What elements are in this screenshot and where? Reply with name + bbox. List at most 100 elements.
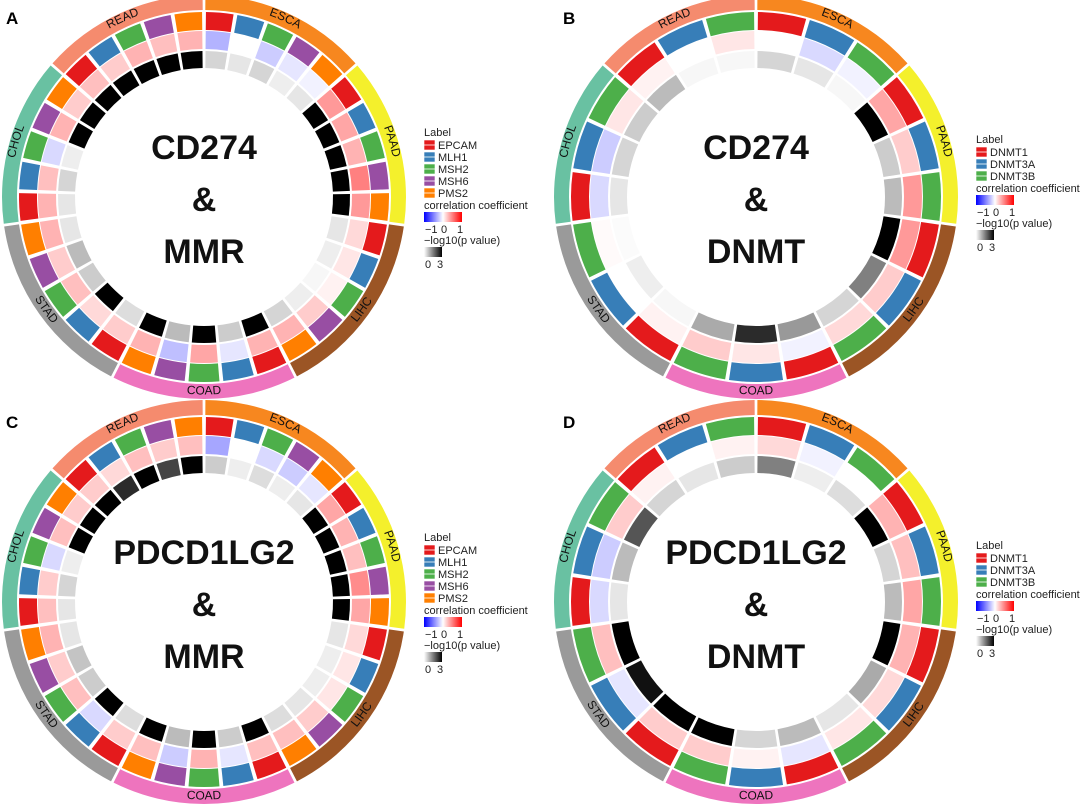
pvalue-cell [734, 729, 778, 749]
corr-cell [591, 219, 623, 270]
legend-gene: MSH2 [438, 569, 469, 581]
corr-cell [902, 579, 922, 624]
pvalue-cell [58, 574, 78, 597]
gene-cell [573, 221, 606, 278]
corr-cell [757, 31, 802, 55]
gene-cell [46, 77, 77, 109]
pvalue-cell [716, 51, 755, 73]
corr-cell [757, 436, 802, 460]
pvalue-cell [331, 193, 350, 216]
corr-cell [710, 31, 755, 55]
pvalue-cell [883, 582, 902, 621]
pvalue-cell [94, 489, 122, 517]
cancer-band [842, 629, 956, 782]
pvalue-cell [115, 299, 145, 327]
corr-tick: −1 [425, 224, 438, 236]
corr-cell [79, 69, 110, 99]
corr-cell [79, 700, 112, 732]
gene-cell [362, 626, 387, 661]
corr-cell [278, 458, 308, 487]
gene-cell [728, 362, 784, 382]
center-title-line: PDCD1LG2 [113, 534, 294, 572]
sector-stad: STAD [556, 216, 697, 377]
gene-cell [875, 677, 921, 731]
gene-cell [591, 677, 637, 731]
center-title-line: CD274 [703, 129, 809, 167]
legend-p-title: −log10(p value) [424, 235, 500, 247]
pvalue-cell [66, 645, 92, 674]
pvalue-cell [691, 717, 735, 746]
gene-cell [757, 12, 807, 37]
gene-cell [114, 23, 147, 51]
corr-cell [862, 669, 904, 718]
gene-cell [331, 482, 362, 514]
pvalue-cell [716, 456, 755, 478]
pvalue-cell [653, 288, 697, 327]
gene-cell [673, 751, 729, 785]
center-title-line: MMR [163, 233, 244, 271]
gene-cell [65, 712, 100, 747]
pvalue-cell [302, 262, 330, 292]
pvalue-cell [691, 312, 735, 341]
p-colorbar [424, 652, 442, 662]
gene-cell [349, 658, 379, 693]
gene-cell [221, 357, 254, 381]
legend-gene: MLH1 [438, 152, 467, 164]
pvalue-cell [61, 145, 84, 170]
gene-cell [287, 441, 320, 472]
gene-cell [287, 36, 320, 67]
pvalue-cell [268, 70, 296, 97]
corr-tick: −1 [977, 613, 990, 625]
pvalue-cell [883, 177, 902, 216]
corr-cell [41, 543, 66, 571]
corr-cell [862, 264, 904, 313]
corr-cell [50, 112, 77, 142]
corr-tick: −1 [977, 207, 990, 219]
corr-cell [799, 38, 845, 72]
corr-cell [332, 246, 361, 279]
gene-cell [205, 12, 234, 33]
corr-cell [316, 494, 346, 525]
corr-colorbar [424, 617, 462, 627]
legend-gene: PMS2 [438, 593, 468, 605]
corr-cell [902, 174, 922, 219]
gene-cell [308, 712, 343, 747]
gene-cell [32, 507, 61, 540]
gene-cell [705, 12, 755, 37]
pvalue-cell [78, 262, 106, 292]
pvalue-cell [68, 122, 93, 149]
legend-label-title: Label [424, 127, 451, 139]
gene-cell [281, 734, 317, 766]
pvalue-cell [757, 51, 796, 73]
gene-cell [91, 734, 127, 766]
cancer-label: COAD [738, 788, 773, 803]
gene-cell [591, 272, 637, 326]
pvalue-cell [653, 693, 697, 732]
corr-cell [149, 33, 178, 58]
gene-cell [573, 526, 604, 577]
gene-cell [921, 577, 941, 626]
corr-cell [124, 446, 153, 473]
gene-cell [88, 36, 121, 67]
gene-cell [65, 459, 98, 492]
cancer-band [113, 769, 295, 804]
corr-cell [824, 707, 873, 750]
panel-letter: C [6, 413, 18, 432]
sector-read: READ [52, 400, 203, 517]
gene-cell [847, 447, 895, 492]
pvalue-cell [133, 464, 160, 489]
corr-cell [246, 734, 278, 761]
corr-cell [889, 219, 921, 270]
corr-cell [667, 38, 713, 72]
corr-cell [889, 624, 921, 675]
corr-cell [331, 517, 358, 547]
gene-cell [174, 417, 203, 438]
pvalue-cell [326, 621, 349, 649]
p-colorbar [424, 247, 442, 257]
pvalue-cell [793, 462, 834, 493]
corr-cell [837, 58, 881, 99]
